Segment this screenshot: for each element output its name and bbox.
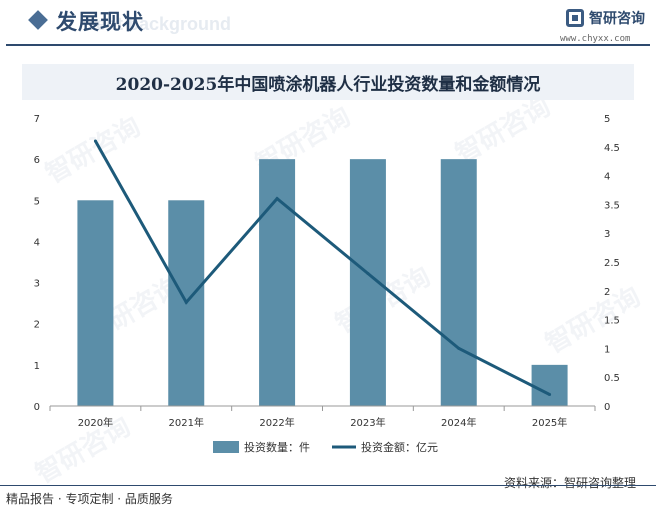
y-right-tick-label: 2.5 [604, 258, 620, 269]
legend-swatch-bar [213, 441, 239, 453]
y-right-tick-label: 0.5 [604, 373, 620, 384]
x-tick-label: 2020年 [78, 416, 113, 429]
brand-url[interactable]: www.chyxx.com [560, 34, 631, 44]
page-header: ent background 发展现状 智研咨询 www.chyxx.com [0, 0, 656, 50]
bar [259, 159, 296, 406]
y-right-tick-label: 0 [604, 402, 610, 413]
y-right-tick-label: 1 [604, 344, 610, 355]
y-left-tick-label: 0 [34, 402, 40, 413]
y-left-tick-label: 4 [34, 237, 40, 248]
y-left-tick-label: 6 [34, 155, 40, 166]
y-right-tick-label: 5 [604, 114, 610, 125]
x-tick-label: 2024年 [441, 416, 476, 429]
bar [531, 364, 568, 406]
y-right-tick-label: 3 [604, 229, 610, 240]
combo-chart: 0 1 2 3 4 5 6 7 0 0.5 1 1.5 2 2.5 3 3.5 4 4.5 5 2020年 2021年 2… [34, 114, 620, 454]
line-point [93, 139, 97, 143]
chart-title-band: 2020-2025年中国喷涂机器人行业投资数量和金额情况 [22, 64, 634, 100]
line-point [184, 300, 188, 304]
brand-name: 智研咨询 [589, 11, 645, 27]
footer-divider [0, 485, 656, 486]
y-right-tick-label: 4.5 [604, 143, 620, 154]
y-right-tick-label: 3.5 [604, 200, 620, 211]
y-left-tick-label: 5 [34, 196, 40, 207]
header-divider [6, 44, 650, 46]
line-point [548, 392, 552, 396]
y-right-tick-label: 4 [604, 172, 610, 183]
line-point [457, 346, 461, 350]
x-tick-label: 2025年 [532, 416, 567, 429]
line-point [366, 272, 370, 276]
y-left-tick-label: 2 [34, 320, 40, 331]
bar [77, 200, 114, 406]
x-tick-label: 2022年 [259, 416, 294, 429]
bar [440, 159, 477, 406]
chart-title: 2020-2025年中国喷涂机器人行业投资数量和金额情况 [115, 75, 541, 95]
y-left-tick-label: 1 [34, 361, 40, 372]
x-tick-label: 2023年 [350, 416, 385, 429]
footer-slogan: 精品报告 · 专项定制 · 品质服务 [6, 492, 173, 506]
y-right-tick-label: 1.5 [604, 316, 620, 327]
header-ghost-text: ent background [96, 14, 232, 34]
line-series [94, 140, 551, 396]
brand-logo-icon [566, 9, 584, 27]
legend-label-bar: 投资数量：件 [244, 440, 310, 454]
y-right-tick-label: 2 [604, 287, 610, 298]
line-point [275, 197, 279, 201]
y-left-tick-label: 3 [34, 279, 40, 290]
legend-label-line: 投资金额：亿元 [361, 440, 438, 454]
section-title: 发展现状 [56, 10, 144, 34]
diamond-icon [28, 10, 48, 30]
y-left-tick-label: 7 [34, 114, 40, 125]
source-note: 资料来源：智研咨询整理 [504, 476, 637, 490]
x-tick-label: 2021年 [169, 416, 204, 429]
